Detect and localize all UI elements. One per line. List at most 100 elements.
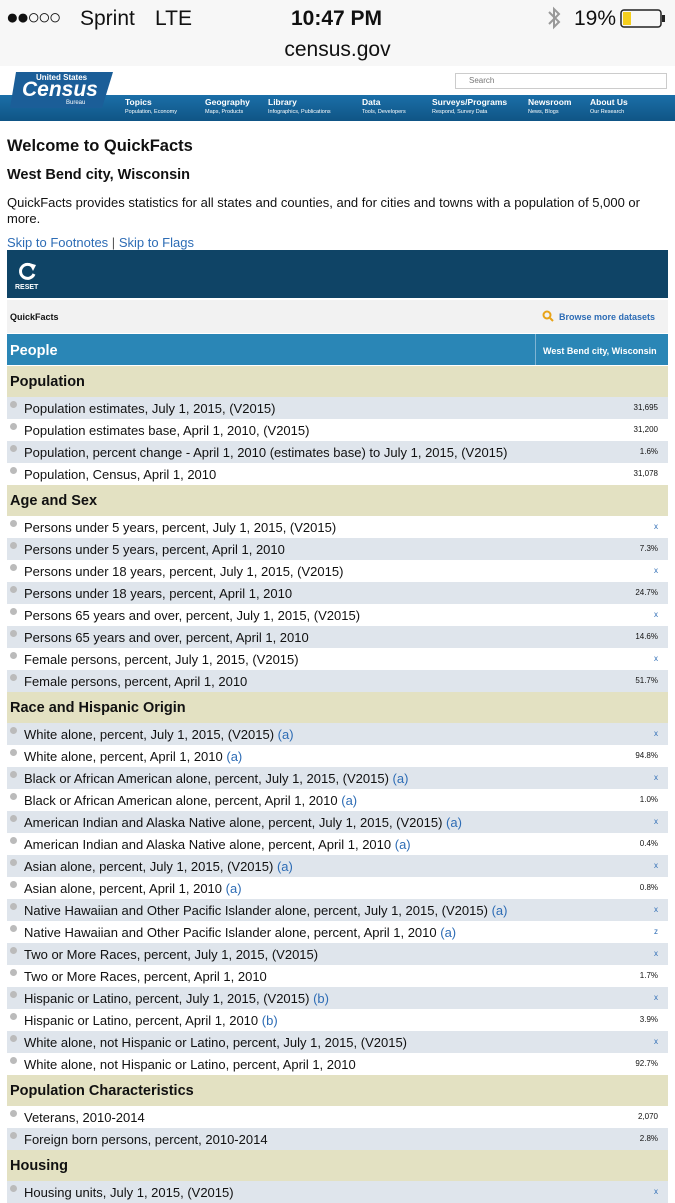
info-icon[interactable] bbox=[10, 815, 17, 822]
info-icon[interactable] bbox=[10, 1185, 17, 1192]
footnote-link[interactable]: (a) bbox=[446, 815, 462, 830]
footnote-link[interactable]: (a) bbox=[276, 859, 293, 874]
info-icon[interactable] bbox=[10, 630, 17, 637]
info-icon[interactable] bbox=[10, 1013, 17, 1020]
nav-item[interactable]: Geography Maps, Products bbox=[205, 97, 250, 115]
info-icon[interactable] bbox=[10, 586, 17, 593]
nav-item[interactable]: Topics Population, Economy bbox=[125, 97, 177, 115]
row-label-wrap: Native Hawaiian and Other Pacific Island… bbox=[24, 925, 456, 940]
signal: ●●○○○ bbox=[6, 6, 61, 29]
info-icon[interactable] bbox=[10, 1035, 17, 1042]
row-value: 14.6% bbox=[635, 632, 658, 641]
footnote-link[interactable]: (b) bbox=[261, 1013, 278, 1028]
info-icon[interactable] bbox=[10, 859, 17, 866]
info-icon[interactable] bbox=[10, 674, 17, 681]
info-icon[interactable] bbox=[10, 520, 17, 527]
info-icon[interactable] bbox=[10, 401, 17, 408]
row-label: American Indian and Alaska Native alone,… bbox=[24, 815, 443, 830]
footnote-link[interactable]: (a) bbox=[277, 727, 294, 742]
info-icon[interactable] bbox=[10, 467, 17, 474]
row-value[interactable]: x bbox=[654, 1187, 658, 1196]
browse-datasets[interactable]: Browse more datasets bbox=[559, 312, 656, 322]
footnote-link[interactable]: (a) bbox=[341, 793, 358, 808]
column-topic: People bbox=[10, 343, 58, 359]
info-icon[interactable] bbox=[10, 771, 17, 778]
info-icon[interactable] bbox=[10, 423, 17, 430]
info-icon[interactable] bbox=[10, 445, 17, 452]
info-icon[interactable] bbox=[10, 837, 17, 844]
row-label-wrap: Two or More Races, percent, July 1, 2015… bbox=[24, 947, 318, 962]
row-value[interactable]: x bbox=[654, 993, 658, 1002]
row-value[interactable]: x bbox=[654, 522, 658, 531]
info-icon[interactable] bbox=[10, 652, 17, 659]
info-icon[interactable] bbox=[10, 881, 17, 888]
nav-label[interactable]: About Us bbox=[590, 97, 628, 107]
row-value[interactable]: z bbox=[654, 927, 658, 936]
nav-item[interactable]: Data Tools, Developers bbox=[362, 97, 406, 115]
info-icon[interactable] bbox=[10, 925, 17, 932]
footnote-link[interactable]: (a) bbox=[491, 903, 508, 918]
skip-footnotes[interactable]: Skip to Footnotes bbox=[7, 235, 109, 250]
info-icon[interactable] bbox=[10, 564, 17, 571]
nav-item[interactable]: Surveys/Programs Respond, Survey Data bbox=[432, 97, 507, 115]
info-icon[interactable] bbox=[10, 947, 17, 954]
info-icon[interactable] bbox=[10, 749, 17, 756]
row-value[interactable]: x bbox=[654, 949, 658, 958]
info-icon[interactable] bbox=[10, 727, 17, 734]
logo-main[interactable]: Census bbox=[22, 78, 98, 101]
row-value[interactable]: x bbox=[654, 1037, 658, 1046]
row-value[interactable]: x bbox=[654, 861, 658, 870]
row-value[interactable]: x bbox=[654, 610, 658, 619]
footnote-link[interactable]: (a) bbox=[440, 925, 457, 940]
table-row: Housing units, July 1, 2015, (V2015) x bbox=[7, 1181, 668, 1203]
row-value[interactable]: x bbox=[654, 773, 658, 782]
row-value[interactable]: x bbox=[654, 905, 658, 914]
nav-label[interactable]: Geography bbox=[205, 97, 250, 107]
nav-item[interactable]: Library Infographics, Publications bbox=[268, 97, 331, 115]
url[interactable]: census.gov bbox=[284, 38, 391, 61]
reset-icon[interactable] bbox=[18, 261, 38, 281]
footnote-link[interactable]: (a) bbox=[226, 749, 243, 764]
reset-label[interactable]: RESET bbox=[15, 284, 39, 291]
info-icon[interactable] bbox=[10, 969, 17, 976]
table-body: Population Population estimates, July 1, … bbox=[7, 366, 668, 1203]
table-row: White alone, not Hispanic or Latino, per… bbox=[7, 1053, 668, 1075]
nav-label[interactable]: Newsroom bbox=[528, 97, 572, 107]
info-icon[interactable] bbox=[10, 991, 17, 998]
row-label-wrap: White alone, percent, July 1, 2015, (V20… bbox=[24, 727, 294, 742]
nav-label[interactable]: Data bbox=[362, 97, 381, 107]
info-icon[interactable] bbox=[10, 1110, 17, 1117]
section-title: Population Characteristics bbox=[10, 1083, 194, 1099]
nav-item[interactable]: About Us Our Research bbox=[590, 97, 628, 115]
skip-links: Skip to Footnotes | Skip to Flags bbox=[7, 235, 194, 250]
row-value[interactable]: x bbox=[654, 817, 658, 826]
logo-top[interactable]: United States bbox=[36, 73, 88, 82]
quickfacts-bar: QuickFacts Browse more datasets bbox=[7, 300, 668, 333]
row-label: Persons 65 years and over, percent, July… bbox=[24, 608, 361, 623]
search-box[interactable]: Search bbox=[455, 73, 667, 89]
nav-label[interactable]: Library bbox=[268, 97, 297, 107]
footnote-link[interactable]: (b) bbox=[313, 991, 329, 1006]
info-icon[interactable] bbox=[10, 542, 17, 549]
row-value[interactable]: x bbox=[654, 729, 658, 738]
row-value[interactable]: x bbox=[654, 566, 658, 575]
row-label-wrap: White alone, not Hispanic or Latino, per… bbox=[24, 1057, 356, 1072]
nav-sub: News, Blogs bbox=[528, 109, 559, 115]
info-icon[interactable] bbox=[10, 1132, 17, 1139]
info-icon[interactable] bbox=[10, 1057, 17, 1064]
info-icon[interactable] bbox=[10, 793, 17, 800]
nav-label[interactable]: Topics bbox=[125, 97, 152, 107]
info-icon[interactable] bbox=[10, 608, 17, 615]
row-value: 3.9% bbox=[639, 1015, 658, 1024]
footnote-link[interactable]: (a) bbox=[394, 837, 411, 852]
row-value[interactable]: x bbox=[654, 654, 658, 663]
section-title: Population bbox=[10, 374, 85, 390]
info-icon[interactable] bbox=[10, 903, 17, 910]
row-label-wrap: Population estimates, July 1, 2015, (V20… bbox=[24, 401, 275, 416]
nav-label[interactable]: Surveys/Programs bbox=[432, 97, 508, 107]
footnote-link[interactable]: (a) bbox=[225, 881, 242, 896]
nav-item[interactable]: Newsroom News, Blogs bbox=[528, 97, 571, 115]
skip-flags[interactable]: Skip to Flags bbox=[118, 235, 194, 250]
column-place: West Bend city, Wisconsin bbox=[543, 346, 657, 356]
footnote-link[interactable]: (a) bbox=[392, 771, 409, 786]
